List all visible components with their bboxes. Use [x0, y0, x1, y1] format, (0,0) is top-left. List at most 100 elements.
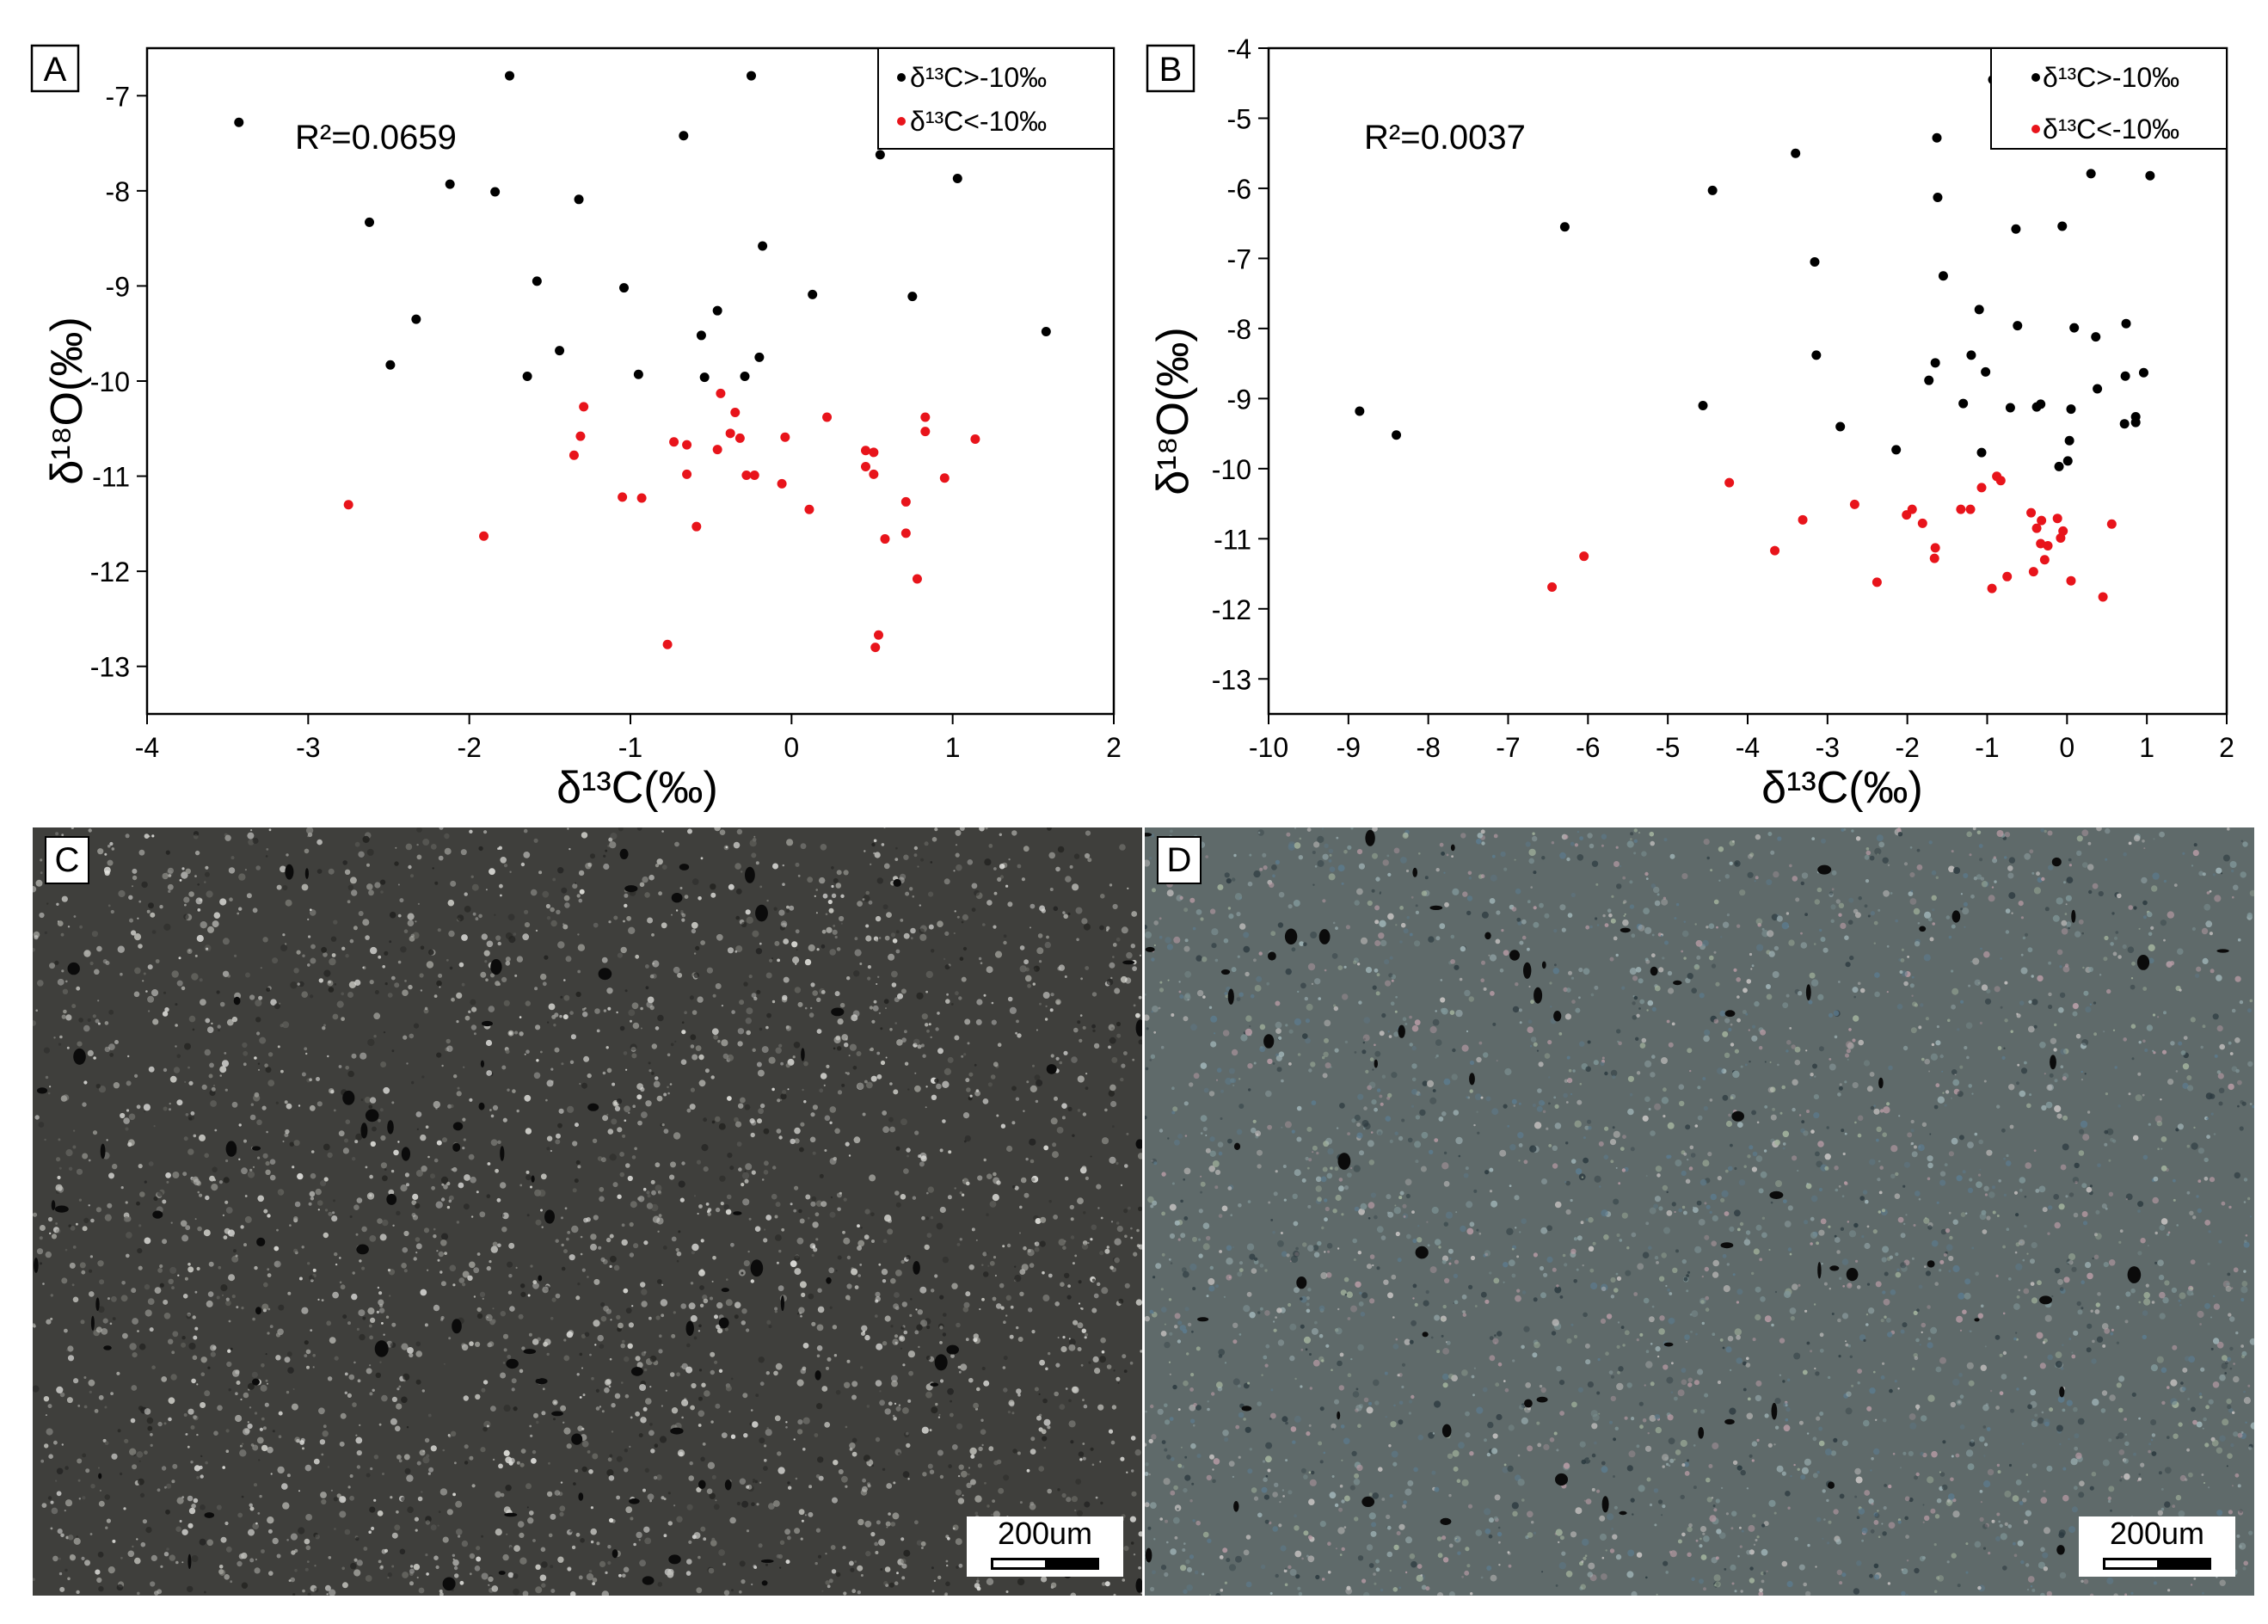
- grain: [328, 1211, 333, 1216]
- grain: [797, 1419, 803, 1425]
- grain: [910, 927, 916, 934]
- grain: [222, 1214, 224, 1216]
- grain: [2081, 932, 2084, 935]
- grain: [1914, 1567, 1920, 1574]
- grain: [1458, 1442, 1465, 1449]
- grain: [188, 1507, 196, 1515]
- grain: [665, 1389, 667, 1392]
- grain: [1922, 1521, 1925, 1523]
- grain: [2071, 1266, 2077, 1272]
- grain: [1322, 1166, 1328, 1172]
- grain: [138, 1164, 143, 1169]
- grain: [785, 1426, 788, 1429]
- grain: [443, 1363, 446, 1365]
- grain: [1476, 1228, 1479, 1232]
- grain: [1785, 1418, 1789, 1422]
- grain: [937, 1048, 943, 1055]
- grain: [2163, 938, 2166, 942]
- grain: [168, 1338, 174, 1344]
- grain: [829, 949, 836, 956]
- grain: [1186, 1584, 1193, 1591]
- grain: [60, 1095, 68, 1102]
- grain: [436, 1250, 439, 1252]
- grain: [147, 964, 153, 970]
- grain: [370, 1467, 373, 1471]
- grain: [1012, 1449, 1017, 1454]
- grain: [39, 912, 45, 919]
- grain: [1583, 968, 1590, 975]
- grain: [1662, 1184, 1669, 1191]
- grain: [507, 1088, 510, 1092]
- grain: [1996, 1512, 2001, 1516]
- grain: [933, 1579, 937, 1583]
- grain: [1189, 1082, 1194, 1087]
- grain: [1133, 1004, 1136, 1007]
- grain: [204, 1390, 211, 1397]
- grain: [1132, 1058, 1135, 1061]
- grain: [35, 1009, 38, 1012]
- grain: [637, 1196, 642, 1201]
- grain: [1687, 1459, 1689, 1462]
- grain: [1247, 1468, 1253, 1474]
- grain: [736, 1141, 742, 1147]
- grain: [280, 1024, 284, 1028]
- grain: [1054, 1391, 1059, 1397]
- grain: [889, 1082, 893, 1086]
- grain: [598, 1246, 602, 1250]
- grain: [550, 1513, 556, 1520]
- grain: [78, 1198, 82, 1202]
- grain: [126, 1109, 130, 1112]
- grain: [402, 989, 409, 996]
- grain: [1324, 969, 1327, 972]
- grain: [750, 1409, 753, 1412]
- grain: [125, 1127, 129, 1131]
- grain: [368, 1530, 372, 1534]
- grain: [491, 1319, 496, 1324]
- grain: [236, 1381, 241, 1385]
- grain: [368, 1324, 372, 1328]
- grain: [1319, 1521, 1326, 1528]
- grain: [955, 991, 959, 996]
- grain: [579, 1352, 583, 1356]
- grain: [753, 996, 758, 1001]
- grain: [164, 1007, 169, 1012]
- grain: [1591, 1453, 1596, 1458]
- grain: [452, 1559, 459, 1566]
- grain: [890, 932, 896, 938]
- grain: [1112, 943, 1117, 947]
- grain: [607, 1129, 614, 1135]
- grain: [612, 1082, 616, 1086]
- grain: [456, 1091, 462, 1097]
- grain: [2193, 843, 2197, 847]
- grain: [193, 1415, 197, 1419]
- grain: [650, 1449, 655, 1454]
- grain: [1805, 1049, 1808, 1052]
- grain: [463, 1203, 470, 1210]
- grain: [1126, 1132, 1129, 1135]
- grain: [778, 1467, 785, 1474]
- grain: [595, 1406, 600, 1411]
- grain: [753, 1566, 758, 1569]
- grain: [691, 1535, 697, 1540]
- grain: [597, 1334, 604, 1342]
- grain: [1330, 1166, 1332, 1170]
- grain: [793, 1042, 801, 1049]
- grain: [1064, 1176, 1069, 1181]
- grain: [310, 957, 317, 964]
- grain: [304, 1567, 309, 1572]
- grain: [883, 863, 890, 870]
- panel-label: C: [45, 836, 89, 884]
- x-tick-label: -4: [1736, 732, 1760, 763]
- grain: [409, 1572, 414, 1576]
- grain: [269, 1159, 276, 1165]
- grain: [648, 1061, 651, 1065]
- grain: [751, 993, 757, 999]
- grain: [230, 1580, 233, 1584]
- grain: [614, 1105, 621, 1111]
- grain: [323, 1424, 327, 1429]
- grain: [172, 1331, 179, 1338]
- grain: [492, 1458, 495, 1461]
- grain: [616, 1495, 620, 1500]
- grain: [1011, 830, 1017, 836]
- grain: [1281, 1251, 1288, 1258]
